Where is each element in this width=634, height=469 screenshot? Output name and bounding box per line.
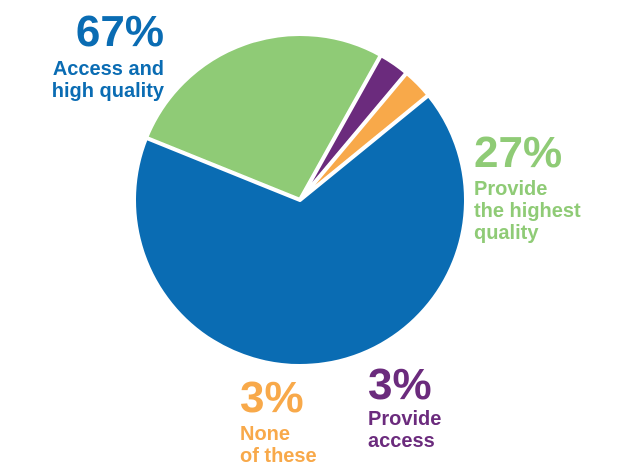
pie-slice-access-high-quality [132, 93, 468, 368]
label-line: None [240, 423, 290, 445]
label-line: access [368, 430, 435, 452]
slice-percent-provide-access: 3% [368, 360, 432, 409]
slice-percent-highest-quality: 27% [474, 128, 563, 177]
label-line: Provide [474, 178, 548, 200]
label-line: of these [240, 445, 317, 467]
slice-label-none-of-these: None of these [240, 423, 317, 467]
label-line: quality [474, 222, 539, 244]
slice-percent-none-of-these: 3% [240, 373, 304, 422]
slice-percent-access-high-quality: 67% [75, 7, 164, 56]
label-line: Access and [52, 58, 164, 80]
slice-label-highest-quality: Provide the highest quality [474, 178, 581, 244]
slice-label-access-high-quality: Access and high quality [0, 58, 164, 102]
label-line: Provide [368, 408, 442, 430]
label-line: high quality [51, 80, 164, 102]
label-line: the highest [474, 200, 581, 222]
slice-label-provide-access: Provide access [368, 408, 441, 452]
